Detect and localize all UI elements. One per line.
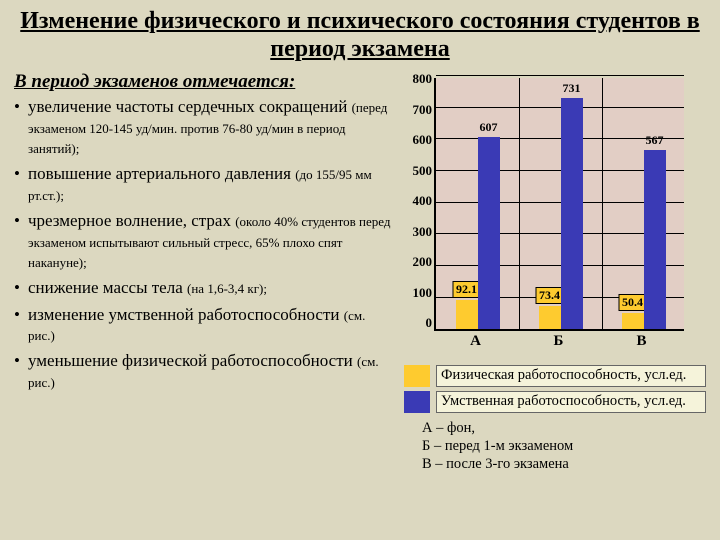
page-title: Изменение физического и психического сос… (14, 8, 706, 63)
y-tick-label: 400 (404, 193, 432, 209)
legend-label: Физическая работоспособность, усл.ед. (436, 365, 706, 387)
y-tick-label: 300 (404, 224, 432, 240)
y-tick-label: 200 (404, 254, 432, 270)
y-tick-label: 800 (404, 71, 432, 87)
bullet-item: чрезмерное волнение, страх (около 40% ст… (14, 211, 394, 272)
bar (539, 306, 561, 329)
bullet-item: уменьшение физической работоспособности … (14, 351, 394, 392)
chart-panel: 8007006005004003002001000 92.160773.4731… (404, 71, 706, 473)
bullet-list: увеличение частоты сердечных сокращений … (14, 97, 394, 392)
bar (561, 98, 583, 329)
legend-item: Умственная работоспособность, усл.ед. (404, 391, 706, 413)
bar (644, 150, 666, 329)
x-tick-label: А (434, 333, 517, 350)
bar (622, 313, 644, 329)
bullet-item: изменение умственной работоспособности (… (14, 305, 394, 346)
legend: Физическая работоспособность, усл.ед. Умс… (404, 365, 706, 413)
bar-chart: 8007006005004003002001000 92.160773.4731… (404, 71, 686, 361)
bullet-item: повышение артериального давления (до 155… (14, 164, 394, 205)
x-tick-label: Б (517, 333, 600, 350)
y-tick-label: 700 (404, 102, 432, 118)
bar-value-label: 607 (480, 120, 498, 135)
legend-swatch (404, 365, 430, 387)
bar (456, 300, 478, 329)
y-tick-label: 500 (404, 163, 432, 179)
legend-item: Физическая работоспособность, усл.ед. (404, 365, 706, 387)
bullet-item: снижение массы тела (на 1,6-3,4 кг); (14, 278, 394, 298)
bar-value-label: 567 (646, 133, 664, 148)
y-tick-label: 600 (404, 132, 432, 148)
bar (478, 137, 500, 329)
text-panel: В период экзаменов отмечается: увеличени… (14, 71, 394, 473)
bullet-item: увеличение частоты сердечных сокращений … (14, 97, 394, 158)
category-key: А – фон,Б – перед 1-м экзаменомВ – после… (404, 419, 706, 473)
legend-swatch (404, 391, 430, 413)
legend-label: Умственная работоспособность, усл.ед. (436, 391, 706, 413)
y-tick-label: 100 (404, 285, 432, 301)
y-tick-label: 0 (404, 315, 432, 331)
bar-value-label: 731 (563, 81, 581, 96)
subtitle: В период экзаменов отмечается: (14, 71, 394, 93)
x-tick-label: В (600, 333, 683, 350)
